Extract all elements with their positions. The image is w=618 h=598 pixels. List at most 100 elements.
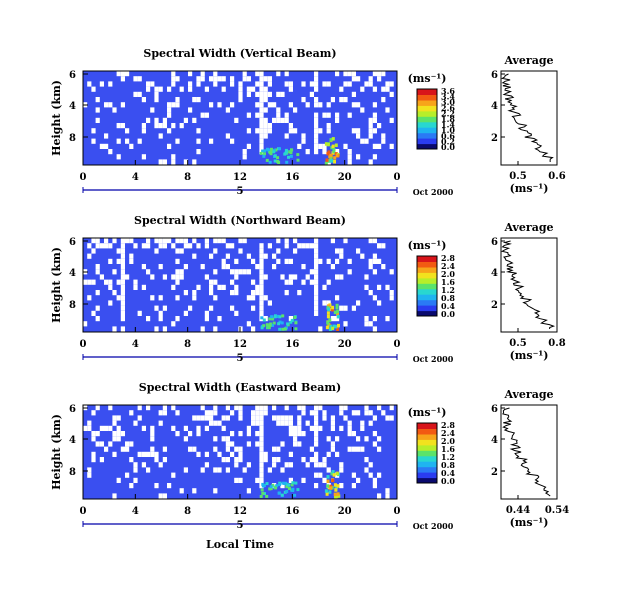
colorbar-swatch [417, 423, 437, 429]
echo-cell [331, 470, 335, 474]
data-gap-cell [272, 446, 277, 452]
data-gap-cell [301, 279, 306, 285]
data-gap-cell [188, 431, 193, 437]
data-gap-cell [150, 295, 155, 301]
data-gap-cell [238, 446, 243, 452]
data-gap-cell [368, 123, 373, 129]
data-gap-cell [217, 284, 222, 290]
data-gap-cell [377, 123, 382, 129]
data-gap-cell [255, 112, 260, 118]
data-gap-cell [322, 477, 327, 483]
data-gap-cell [154, 248, 159, 254]
data-gap-cell [171, 123, 176, 129]
data-gap-cell [87, 420, 92, 426]
data-gap-cell [217, 316, 222, 322]
data-gap-cell [339, 253, 344, 259]
data-gap-cell [209, 102, 214, 108]
data-gap-cell [389, 117, 394, 123]
echo-cell [337, 494, 341, 498]
data-gap-cell [347, 154, 352, 160]
data-gap-cell [360, 86, 365, 92]
data-gap-cell [141, 154, 146, 160]
echo-cell [327, 150, 331, 154]
data-gap-cell [255, 102, 260, 108]
data-gap-cell [314, 274, 319, 280]
data-gap-cell [242, 76, 247, 82]
data-gap-cell [95, 269, 100, 275]
data-gap-cell [372, 86, 377, 92]
data-gap-cell [259, 415, 264, 421]
data-gap-cell [301, 133, 306, 139]
colorbar-swatch [417, 428, 437, 435]
data-gap-cell [204, 415, 209, 421]
data-gap-cell [259, 269, 264, 275]
data-gap-cell [347, 159, 352, 165]
data-gap-cell [213, 71, 218, 77]
data-gap-cell [179, 488, 184, 494]
data-gap-cell [284, 279, 289, 285]
data-gap-cell [314, 71, 319, 77]
colorbar-tick-label: 0.2 [441, 136, 455, 146]
data-gap-cell [158, 295, 163, 301]
data-gap-cell [297, 420, 302, 426]
average-y-tick-label: 4 [491, 435, 498, 446]
data-gap-cell [112, 436, 117, 442]
data-gap-cell [389, 269, 394, 275]
echo-cell [324, 489, 328, 493]
echo-cell [332, 473, 336, 477]
data-gap-cell [104, 143, 109, 149]
data-gap-cell [234, 405, 239, 411]
x-tick-label: 12 [233, 172, 247, 183]
x-tick-label: 0 [80, 506, 87, 517]
data-gap-cell [137, 415, 142, 421]
data-gap-cell [171, 76, 176, 82]
data-gap-cell [87, 279, 92, 285]
data-gap-cell [326, 300, 331, 306]
data-gap-cell [238, 97, 243, 103]
data-gap-cell [112, 290, 117, 296]
data-gap-cell [364, 81, 369, 87]
data-gap-cell [272, 415, 277, 421]
echo-cell [268, 317, 272, 321]
data-gap-cell [95, 290, 100, 296]
data-gap-cell [263, 107, 268, 113]
data-gap-cell [188, 71, 193, 77]
echo-cell [331, 144, 335, 149]
data-gap-cell [305, 102, 310, 108]
data-gap-cell [301, 431, 306, 437]
data-gap-cell [372, 431, 377, 437]
echo-cell [271, 483, 275, 487]
data-gap-cell [91, 128, 96, 134]
data-gap-cell [314, 253, 319, 259]
data-gap-cell [372, 269, 377, 275]
data-gap-cell [339, 462, 344, 468]
data-gap-cell [318, 143, 323, 149]
echo-cell [265, 482, 269, 486]
data-gap-cell [213, 279, 218, 285]
data-gap-cell [309, 243, 314, 249]
data-gap-cell [280, 483, 285, 489]
data-gap-cell [171, 243, 176, 249]
data-gap-cell [129, 253, 134, 259]
data-gap-cell [318, 128, 323, 134]
data-gap-cell [246, 431, 251, 437]
data-gap-cell [162, 243, 167, 249]
data-gap-cell [259, 305, 264, 311]
data-gap-cell [137, 76, 142, 82]
data-gap-cell [146, 86, 151, 92]
echo-cell [278, 315, 282, 319]
echo-cell [289, 151, 293, 155]
echo-cell [274, 486, 278, 490]
data-gap-cell [221, 238, 226, 244]
data-gap-cell [284, 258, 289, 264]
data-gap-cell [230, 305, 235, 311]
data-gap-cell [213, 269, 218, 275]
data-gap-cell [120, 284, 125, 290]
data-gap-cell [196, 431, 201, 437]
colorbar-tick-label: 0.8 [441, 460, 455, 470]
echo-cell [335, 153, 339, 158]
data-gap-cell [297, 243, 302, 249]
data-gap-cell [192, 97, 197, 103]
echo-cell [265, 494, 269, 498]
y-axis-label: Height (km) [50, 247, 63, 323]
